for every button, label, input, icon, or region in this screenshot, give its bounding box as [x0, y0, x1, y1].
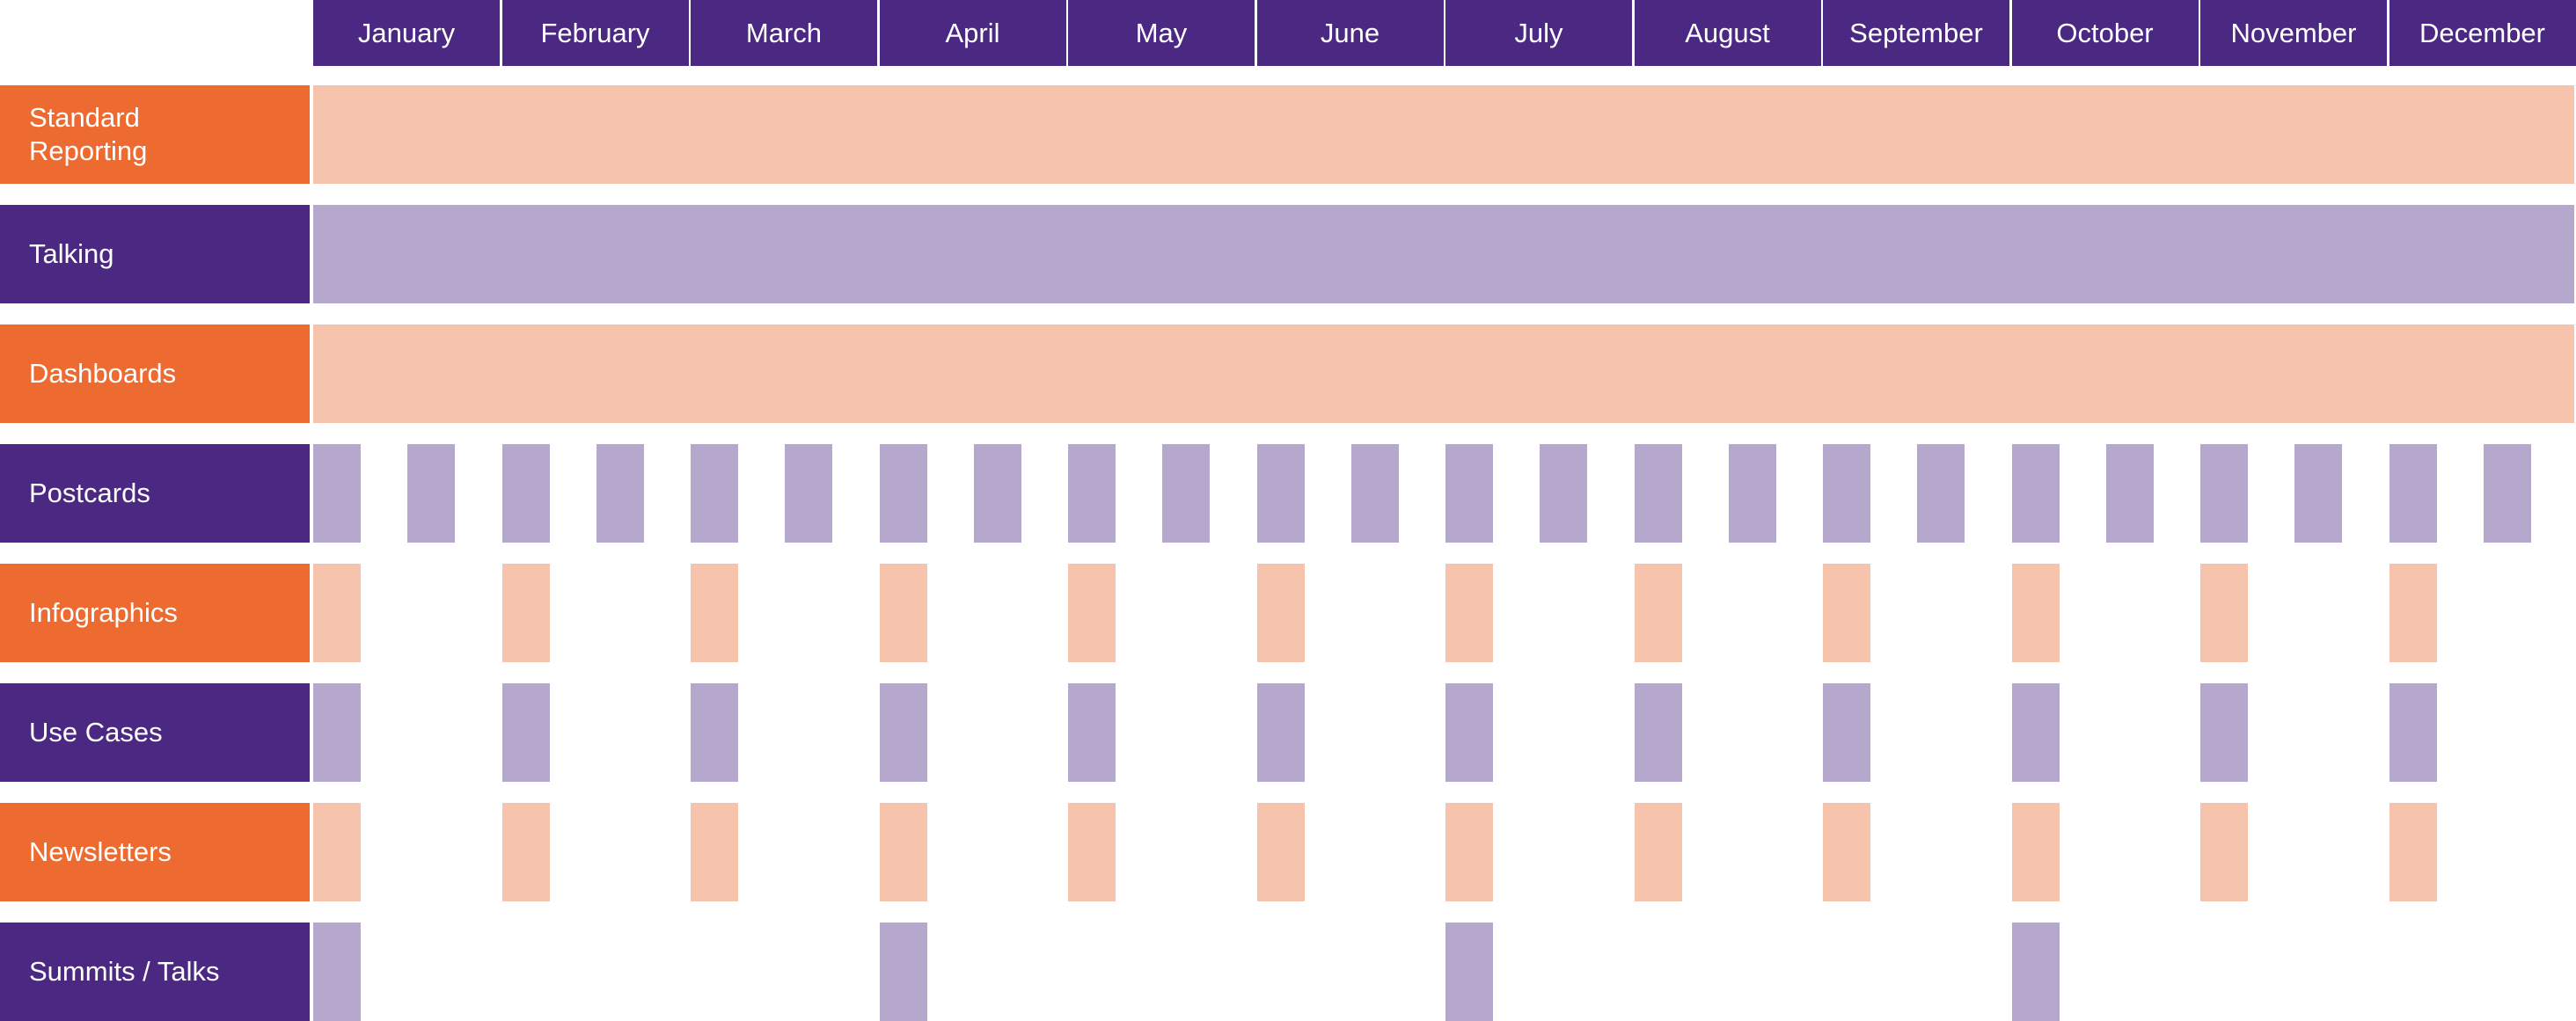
marker-infographics-8: [1634, 564, 1682, 662]
month-header-june: June: [1256, 0, 1444, 66]
marker-newsletters-4: [879, 803, 927, 901]
row-label-text: Summits / Talks: [29, 956, 220, 987]
row-label-infographics: Infographics: [0, 564, 310, 662]
month-header-july: July: [1445, 0, 1632, 66]
marker-newsletters-11: [2200, 803, 2248, 901]
row-label-text: Infographics: [29, 597, 178, 628]
month-header-march: March: [691, 0, 877, 66]
marker-newsletters-3: [691, 803, 738, 901]
month-header-january: January: [313, 0, 500, 66]
marker-use-cases-7: [1445, 683, 1493, 782]
month-header-september: September: [1823, 0, 2009, 66]
marker-postcards-12: [1350, 444, 1399, 543]
marker-newsletters-9: [1823, 803, 1870, 901]
marker-newsletters-5: [1068, 803, 1116, 901]
marker-postcards-10: [1162, 444, 1211, 543]
marker-postcards-7: [879, 444, 927, 543]
marker-newsletters-2: [501, 803, 550, 901]
marker-postcards-20: [2105, 444, 2154, 543]
row-label-dashboards: Dashboards: [0, 325, 310, 423]
marker-use-cases-6: [1256, 683, 1305, 782]
marker-postcards-4: [596, 444, 644, 543]
marker-postcards-14: [1540, 444, 1588, 543]
marker-newsletters-8: [1634, 803, 1682, 901]
marker-infographics-2: [501, 564, 550, 662]
row-label-standard-reporting: Standard Reporting: [0, 85, 310, 184]
marker-infographics-3: [691, 564, 738, 662]
marker-use-cases-4: [879, 683, 927, 782]
bar-talking-full-year: [313, 205, 2574, 303]
month-header-may: May: [1068, 0, 1255, 66]
marker-infographics-7: [1445, 564, 1493, 662]
marker-postcards-17: [1823, 444, 1870, 543]
row-label-text: Talking: [29, 238, 114, 269]
month-header-december: December: [2389, 0, 2576, 66]
marker-postcards-5: [691, 444, 738, 543]
marker-newsletters-12: [2389, 803, 2437, 901]
row-label-postcards: Postcards: [0, 444, 310, 543]
marker-postcards-6: [785, 444, 833, 543]
marker-infographics-5: [1068, 564, 1116, 662]
marker-infographics-6: [1256, 564, 1305, 662]
marker-use-cases-8: [1634, 683, 1682, 782]
marker-infographics-12: [2389, 564, 2437, 662]
marker-postcards-16: [1728, 444, 1776, 543]
month-header-february: February: [501, 0, 689, 66]
marker-use-cases-1: [313, 683, 361, 782]
marker-postcards-24: [2483, 444, 2531, 543]
marker-summits-talks-2: [879, 923, 927, 1021]
month-header-october: October: [2011, 0, 2199, 66]
marker-summits-talks-1: [313, 923, 361, 1021]
month-header-april: April: [879, 0, 1066, 66]
marker-postcards-3: [501, 444, 550, 543]
row-label-text: Use Cases: [29, 717, 163, 748]
marker-infographics-9: [1823, 564, 1870, 662]
marker-infographics-10: [2011, 564, 2060, 662]
month-header-november: November: [2200, 0, 2387, 66]
marker-newsletters-7: [1445, 803, 1493, 901]
bar-dashboards-full-year: [313, 325, 2574, 423]
marker-use-cases-5: [1068, 683, 1116, 782]
row-label-summits-talks: Summits / Talks: [0, 923, 310, 1021]
row-label-text: Dashboards: [29, 358, 177, 389]
row-label-newsletters: Newsletters: [0, 803, 310, 901]
row-label-text: Newsletters: [29, 836, 172, 867]
marker-postcards-23: [2389, 444, 2437, 543]
marker-postcards-8: [973, 444, 1021, 543]
marker-newsletters-1: [313, 803, 361, 901]
marker-use-cases-2: [501, 683, 550, 782]
row-label-text: Postcards: [29, 478, 150, 508]
marker-postcards-9: [1068, 444, 1116, 543]
marker-postcards-13: [1445, 444, 1493, 543]
marker-summits-talks-4: [2011, 923, 2060, 1021]
marker-use-cases-11: [2200, 683, 2248, 782]
bar-standard-reporting-full-year: [313, 85, 2574, 184]
marker-newsletters-6: [1256, 803, 1305, 901]
row-label-use-cases: Use Cases: [0, 683, 310, 782]
marker-postcards-1: [313, 444, 361, 543]
month-header-august: August: [1634, 0, 1821, 66]
marker-postcards-18: [1917, 444, 1965, 543]
marker-use-cases-9: [1823, 683, 1870, 782]
marker-postcards-21: [2200, 444, 2248, 543]
marker-postcards-11: [1256, 444, 1305, 543]
marker-postcards-2: [407, 444, 456, 543]
marker-postcards-15: [1634, 444, 1682, 543]
marker-postcards-19: [2011, 444, 2060, 543]
row-label-talking: Talking: [0, 205, 310, 303]
marker-use-cases-10: [2011, 683, 2060, 782]
marker-infographics-4: [879, 564, 927, 662]
marker-infographics-11: [2200, 564, 2248, 662]
marker-postcards-22: [2294, 444, 2343, 543]
row-label-text: Standard Reporting: [29, 102, 148, 166]
marker-use-cases-12: [2389, 683, 2437, 782]
marker-summits-talks-3: [1445, 923, 1493, 1021]
marker-infographics-1: [313, 564, 361, 662]
marker-newsletters-10: [2011, 803, 2060, 901]
marker-use-cases-3: [691, 683, 738, 782]
